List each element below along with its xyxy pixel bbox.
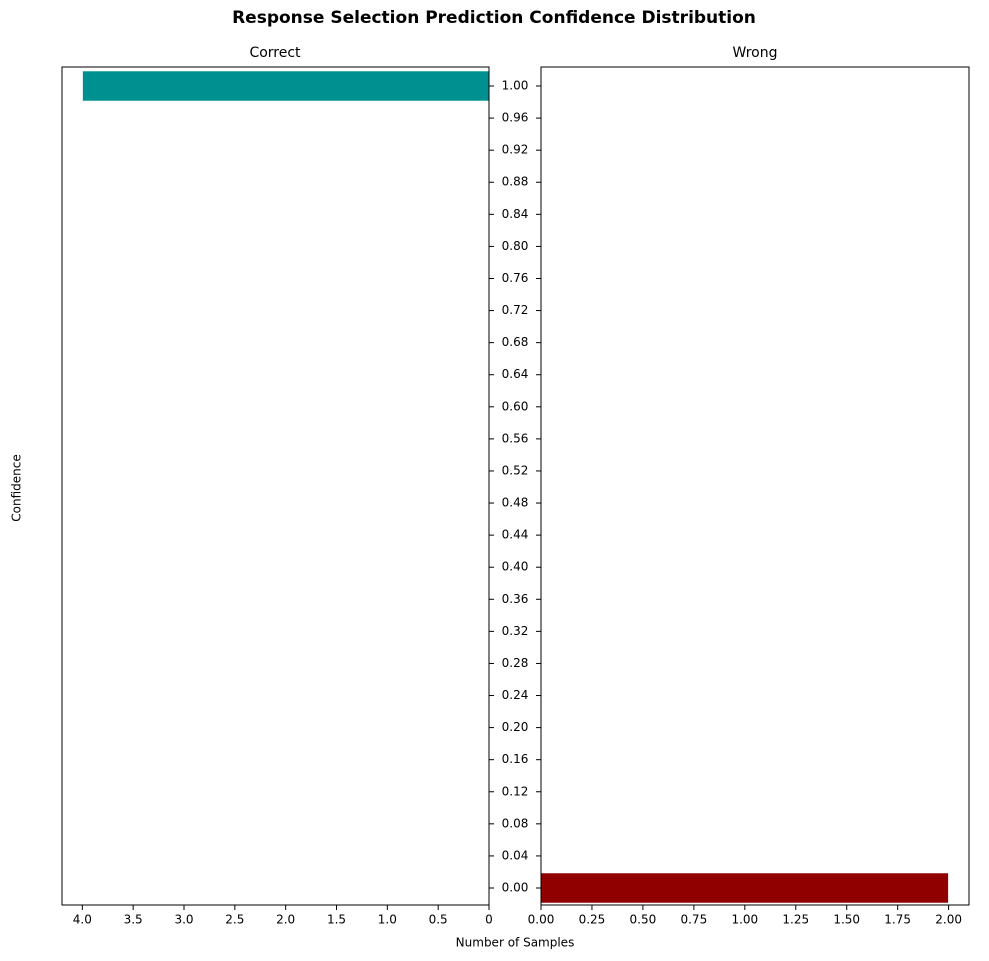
x-tick-label: 3.0 (174, 913, 193, 927)
x-tick-label: 1.00 (731, 913, 758, 927)
x-tick-label: 1.5 (327, 913, 346, 927)
x-tick-label: 4.0 (73, 913, 92, 927)
x-tick-label: 1.25 (782, 913, 809, 927)
x-axis-label: Number of Samples (456, 936, 575, 950)
y-axis-label: Confidence (10, 454, 24, 521)
y-tick-label: 0.40 (502, 560, 529, 574)
y-tick-label: 0.68 (502, 335, 529, 349)
x-tick-label: 0.75 (680, 913, 707, 927)
x-tick-label: 1.0 (378, 913, 397, 927)
x-tick-label: 3.5 (124, 913, 143, 927)
panel-title: Correct (249, 45, 301, 61)
x-tick-label: 2.5 (225, 913, 244, 927)
y-tick-label: 0.52 (502, 463, 529, 477)
y-tick-label: 0.64 (502, 367, 529, 381)
x-tick-label: 2.0 (276, 913, 295, 927)
y-tick-label: 0.04 (502, 848, 529, 862)
y-tick-label: 0.28 (502, 656, 529, 670)
y-tick-label: 0.56 (502, 431, 529, 445)
x-tick-label: 2.00 (935, 913, 962, 927)
y-tick-label: 0.20 (502, 720, 529, 734)
chart-title: Response Selection Prediction Confidence… (232, 8, 756, 28)
y-tick-label: 0.72 (502, 303, 529, 317)
x-tick-label: 1.50 (833, 913, 860, 927)
y-tick-label: 0.92 (502, 143, 529, 157)
bar (540, 872, 950, 904)
y-tick-label: 0.32 (502, 624, 529, 638)
y-tick-label: 0.44 (502, 528, 529, 542)
x-tick-label: 1.75 (884, 913, 911, 927)
y-tick-label: 0.88 (502, 175, 529, 189)
x-tick-label: 0.25 (579, 913, 606, 927)
axes-frame (540, 66, 970, 906)
bar (81, 70, 490, 102)
axes-frame (61, 66, 490, 906)
x-tick-label: 0.5 (429, 913, 448, 927)
y-tick-label: 0.84 (502, 207, 529, 221)
x-tick-label: 0.00 (528, 913, 555, 927)
y-tick-label: 1.00 (502, 79, 529, 93)
y-tick-label: 0.00 (502, 880, 529, 894)
y-tick-label: 0.96 (502, 111, 529, 125)
y-tick-label: 0.76 (502, 271, 529, 285)
x-tick-label: 0 (485, 913, 493, 927)
y-tick-label: 0.08 (502, 816, 529, 830)
y-tick-label: 0.12 (502, 784, 529, 798)
y-tick-label: 0.16 (502, 752, 529, 766)
y-tick-label: 0.24 (502, 688, 529, 702)
y-tick-label: 0.80 (502, 239, 529, 253)
panel-title: Wrong (733, 45, 778, 61)
x-tick-label: 0.50 (630, 913, 657, 927)
y-tick-label: 0.60 (502, 399, 529, 413)
y-tick-label: 0.48 (502, 496, 529, 510)
y-tick-label: 0.36 (502, 592, 529, 606)
